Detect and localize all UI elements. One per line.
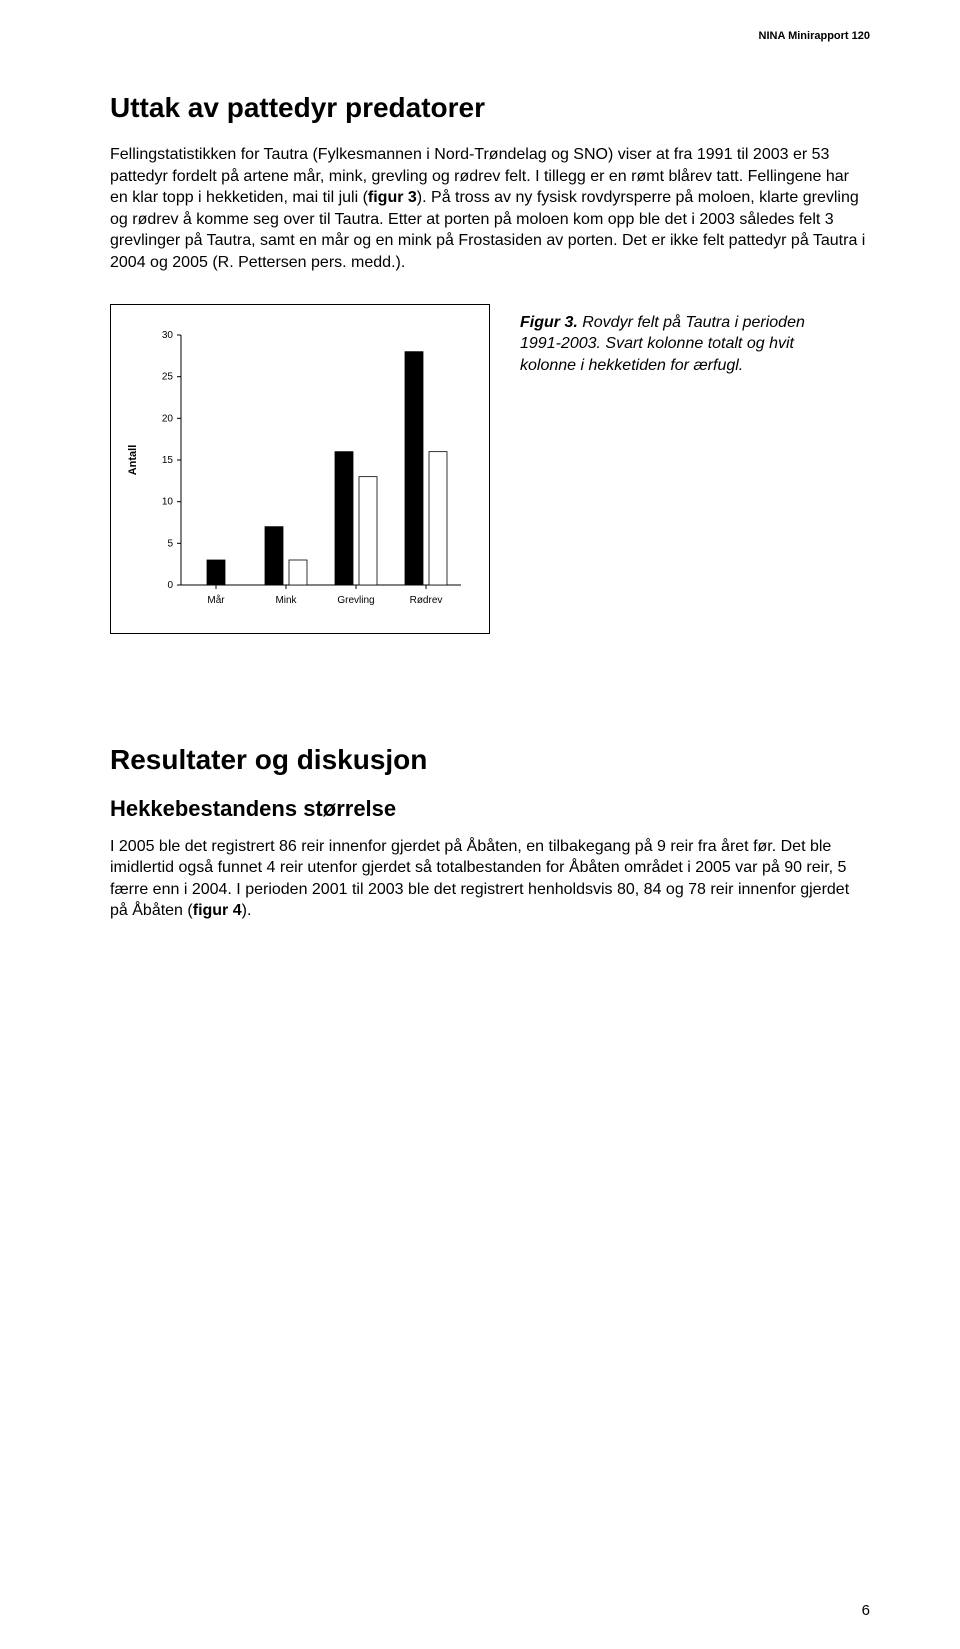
svg-text:20: 20 [162,413,174,424]
svg-text:10: 10 [162,496,174,507]
svg-text:Grevling: Grevling [337,595,374,606]
section2-paragraph: I 2005 ble det registrert 86 reir innenf… [110,836,870,922]
svg-text:0: 0 [167,580,173,591]
caption-title: Figur 3. [520,314,578,331]
header-report-id: NINA Minirapport 120 [110,30,870,42]
svg-text:Rødrev: Rødrev [410,595,443,606]
svg-text:30: 30 [162,330,174,341]
page-number: 6 [862,1602,870,1619]
para2-figref: figur 4 [193,902,242,919]
section2-subtitle: Hekkebestandens størrelse [110,796,870,822]
page-container: NINA Minirapport 120 Uttak av pattedyr p… [0,0,960,1649]
figure-row: 051015202530AntallMårMinkGrevlingRødrev … [110,304,870,634]
section1-paragraph: Fellingstatistikken for Tautra (Fylkesma… [110,144,870,274]
para2-text-b: ). [242,902,252,919]
figure-caption: Figur 3. Rovdyr felt på Tautra i periode… [520,304,820,377]
svg-text:Antall: Antall [127,444,139,475]
svg-text:25: 25 [162,371,174,382]
svg-text:15: 15 [162,455,174,466]
svg-text:Mink: Mink [275,595,297,606]
para1-figref: figur 3 [368,189,417,206]
svg-text:5: 5 [167,538,173,549]
chart-container: 0 5 10 15 20 25 30 Antall Mår Mink Grevling Rødrev [110,304,490,634]
section1-title: Uttak av pattedyr predatorer [110,92,870,124]
svg-text:Mår: Mår [207,594,225,606]
chart-svg: 0 5 10 15 20 25 30 Antall Mår Mink Grevling Rødrev [111,305,491,635]
section2-title: Resultater og diskusjon [110,744,870,776]
